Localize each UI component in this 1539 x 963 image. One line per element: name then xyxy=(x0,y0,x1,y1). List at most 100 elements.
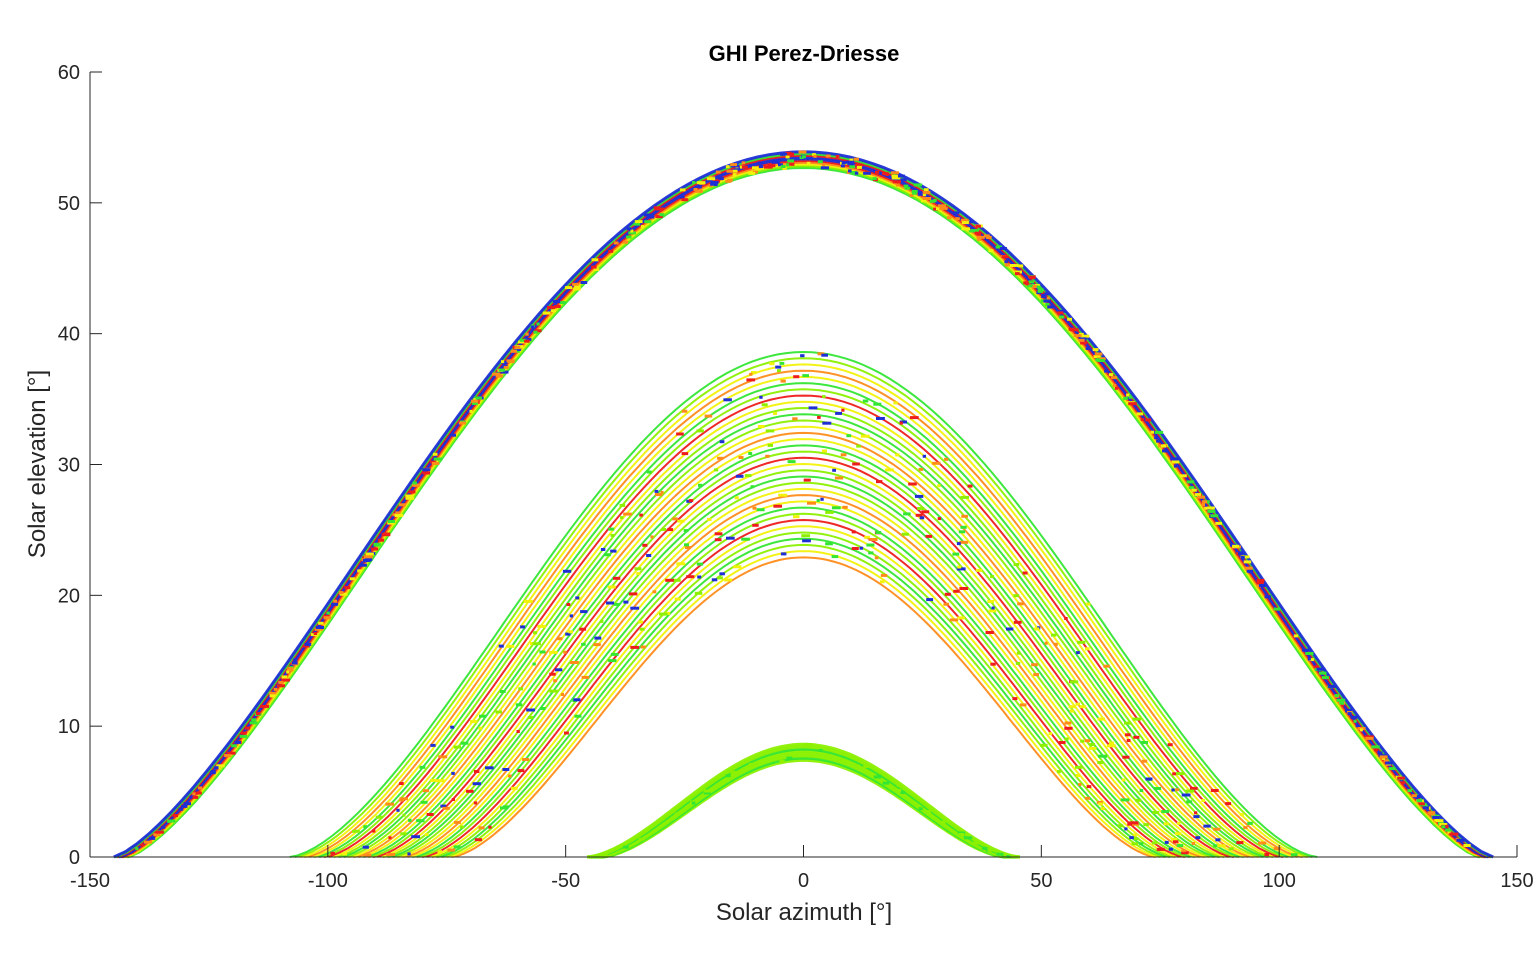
band-2-speck xyxy=(1170,838,1178,841)
band-2-speck xyxy=(868,538,878,541)
band-3-speck xyxy=(882,781,890,785)
band-1-speck xyxy=(1256,584,1261,588)
band-2-speck xyxy=(749,372,753,376)
band-2-speck xyxy=(825,542,833,546)
band-2-speck xyxy=(1098,802,1103,806)
band-2-speck xyxy=(817,415,821,419)
band-1-speck xyxy=(1411,794,1417,798)
band-1-speck xyxy=(1240,555,1250,559)
band-3-trace-5 xyxy=(593,749,1014,859)
band-2-speck xyxy=(752,506,757,510)
band-2-speck xyxy=(451,771,455,775)
band-1-speck xyxy=(1126,393,1130,397)
band-1-speck xyxy=(643,213,653,217)
band-2-speck xyxy=(801,534,811,538)
band-2-speck xyxy=(518,687,523,691)
band-3-speck xyxy=(942,820,946,824)
band-3-speck xyxy=(983,847,988,851)
band-2-speck xyxy=(1139,842,1144,846)
band-1-speck xyxy=(473,398,477,401)
band-1-speck xyxy=(730,163,737,167)
band-2-speck xyxy=(330,851,335,855)
band-2-speck xyxy=(1064,737,1069,741)
band-2-speck xyxy=(466,789,474,793)
band-2-speck xyxy=(1228,847,1234,851)
band-1-speck xyxy=(872,177,877,181)
band-1-speck xyxy=(986,236,992,239)
band-1-speck xyxy=(1416,799,1423,803)
band-2-speck xyxy=(825,510,834,514)
band-2-speck xyxy=(944,592,951,596)
band-2-speck xyxy=(856,444,861,448)
band-2-speck xyxy=(642,543,648,547)
band-1-speck xyxy=(787,159,794,163)
band-1-speck xyxy=(898,178,907,182)
band-2-speck xyxy=(478,726,483,730)
band-1-speck xyxy=(1388,767,1396,771)
band-2-speck xyxy=(1013,620,1022,624)
band-2-speck xyxy=(1176,844,1184,848)
band-1-speck xyxy=(291,661,298,665)
band-2-speck xyxy=(841,408,845,412)
band-2-speck xyxy=(1109,741,1115,745)
band-1-speck xyxy=(999,247,1007,250)
band-2-speck xyxy=(831,506,841,510)
band-2-speck xyxy=(408,818,412,822)
band-2-trace-16 xyxy=(377,462,1230,858)
band-1-speck xyxy=(1256,581,1264,585)
band-3-trace-1 xyxy=(601,758,1006,859)
band-2-trace-2 xyxy=(446,550,1161,858)
band-1-speck xyxy=(1025,282,1029,286)
band-2-speck xyxy=(756,508,765,512)
band-3-speck xyxy=(818,748,823,752)
band-1-speck xyxy=(1201,500,1208,504)
band-2-speck xyxy=(1193,815,1200,819)
band-1-speck xyxy=(1210,514,1219,518)
band-1-speck xyxy=(1397,776,1405,780)
band-2-speck xyxy=(402,813,406,817)
band-2-speck xyxy=(665,578,674,582)
band-2-speck xyxy=(694,591,703,595)
band-1-speck xyxy=(533,330,538,334)
band-1-speck xyxy=(1154,436,1159,440)
band-1-speck xyxy=(1057,311,1064,315)
band-2-speck xyxy=(499,690,506,693)
band-1-speck xyxy=(458,421,466,425)
band-1-speck xyxy=(798,150,807,154)
band-2-speck xyxy=(1068,705,1077,709)
band-1-speck xyxy=(1355,724,1359,728)
band-3-speck xyxy=(863,764,873,768)
band-2-trace-14 xyxy=(387,475,1220,858)
band-2-speck xyxy=(1125,733,1131,737)
band-2-trace-4 xyxy=(436,537,1171,858)
band-2-speck xyxy=(835,411,842,415)
band-1-speck xyxy=(500,370,509,374)
band-1-speck xyxy=(470,399,479,403)
band-2-speck xyxy=(914,494,924,498)
band-1-speck xyxy=(648,215,655,219)
band-1-speck xyxy=(302,644,310,648)
band-2-trace-26 xyxy=(328,400,1279,858)
band-2-speck xyxy=(485,766,494,770)
band-2-speck xyxy=(506,644,515,648)
band-1-speck xyxy=(412,481,417,485)
band-1-speck xyxy=(608,249,614,253)
band-2-speck xyxy=(775,365,782,369)
band-2-speck xyxy=(1203,824,1211,828)
band-1-speck xyxy=(506,359,515,363)
band-1-speck xyxy=(845,160,855,164)
band-1-speck xyxy=(363,559,368,563)
band-2-speck xyxy=(767,443,773,447)
band-1-speck xyxy=(1245,566,1253,570)
band-1-speck xyxy=(524,339,530,343)
band-1-speck xyxy=(422,471,430,475)
band-1-speck xyxy=(331,602,339,606)
band-2-speck xyxy=(610,533,615,537)
band-1-speck xyxy=(706,177,716,181)
band-2-speck xyxy=(530,642,534,645)
band-1-speck xyxy=(659,213,665,217)
band-1-speck xyxy=(1073,334,1082,338)
band-2-speck xyxy=(564,731,569,735)
band-2-speck xyxy=(508,774,512,778)
band-2-speck xyxy=(608,527,615,531)
